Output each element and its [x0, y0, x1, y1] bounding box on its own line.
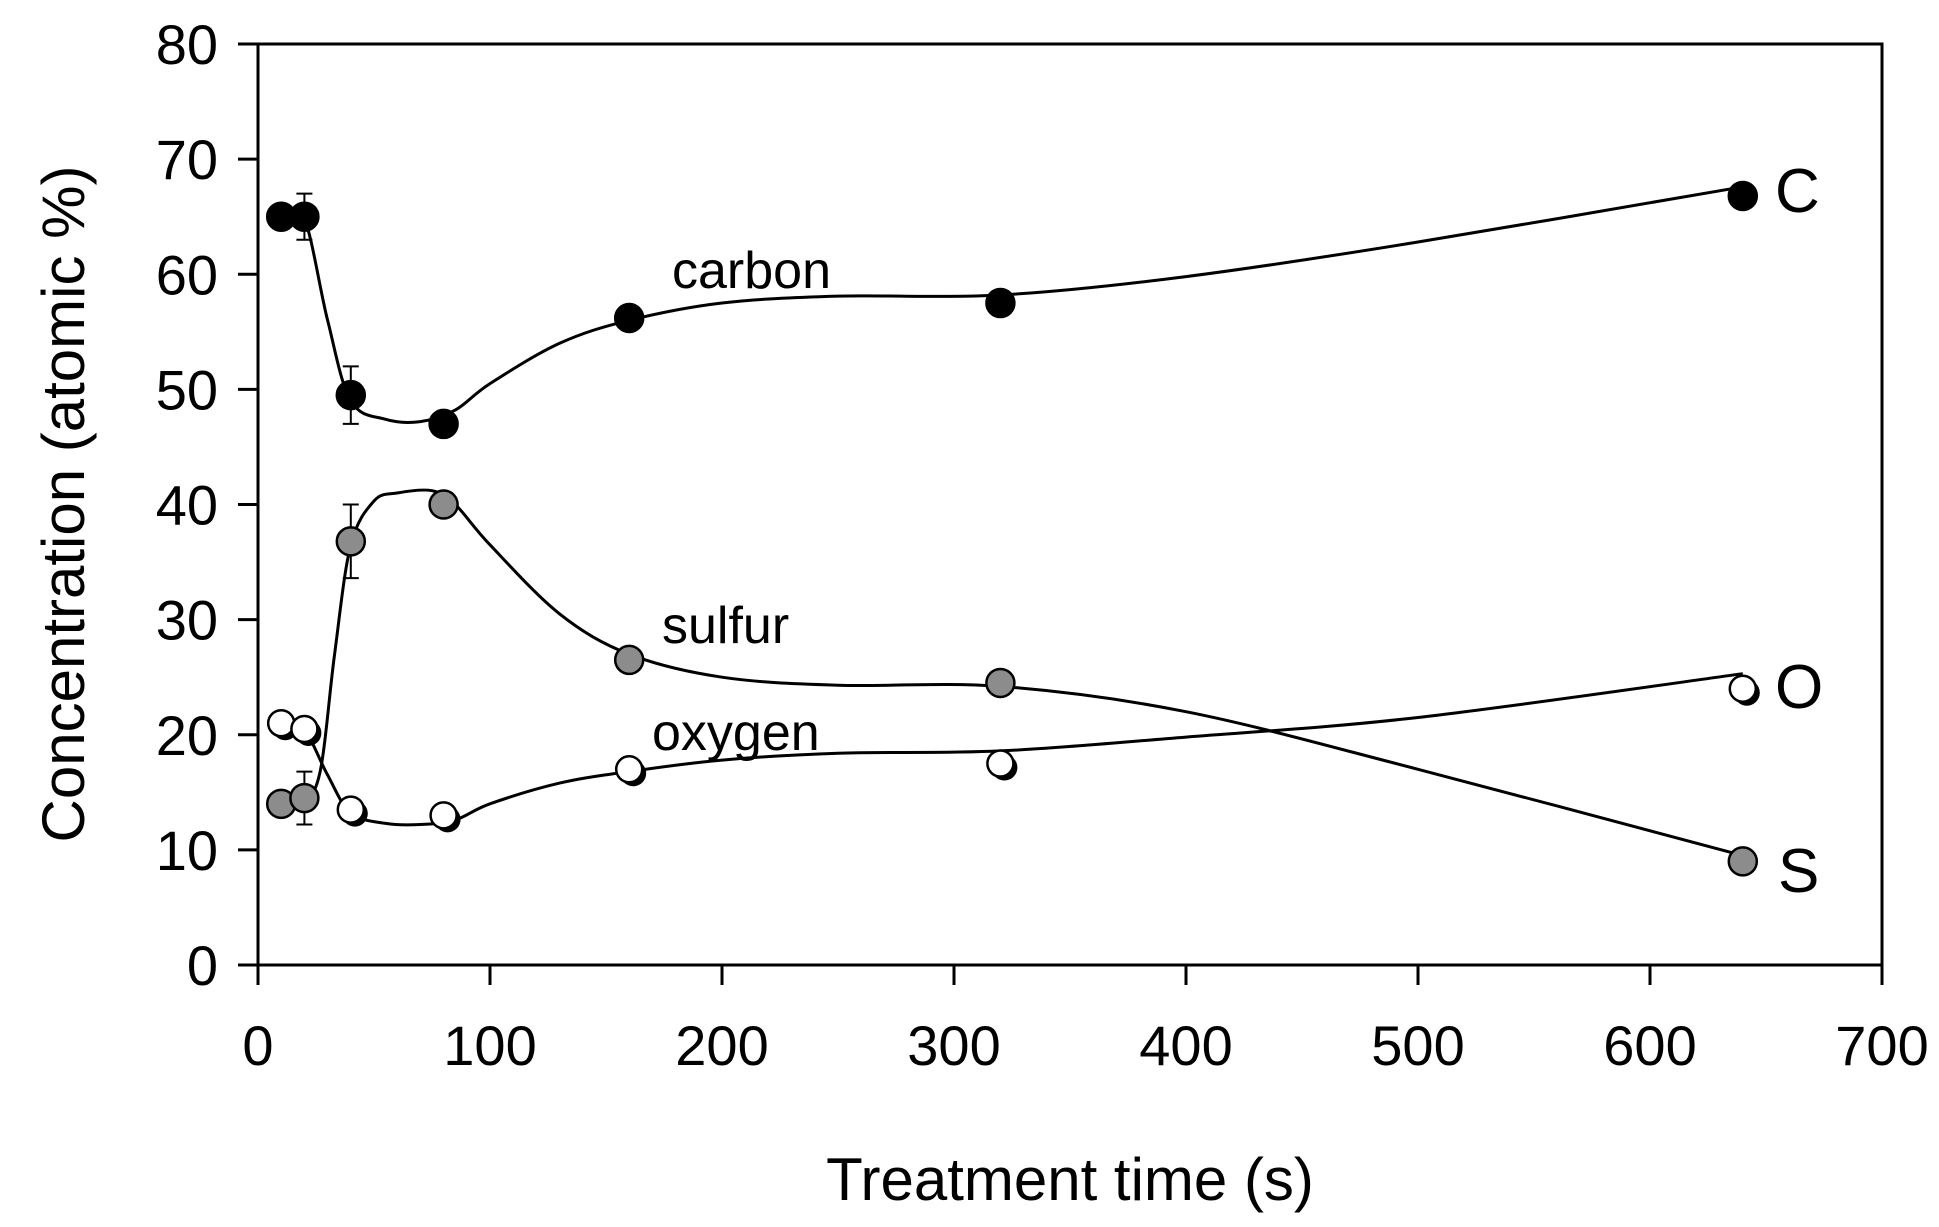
sulfur-end-label: S: [1778, 837, 1819, 906]
x-tick-label: 100: [443, 1014, 536, 1077]
sulfur-point: [1727, 846, 1759, 877]
oxygen-point: [614, 755, 644, 784]
y-tick-label: 0: [187, 934, 218, 997]
sulfur-point: [428, 489, 459, 520]
sulfur-point: [289, 782, 320, 814]
oxygen-point: [1728, 674, 1758, 703]
carbon-point: [985, 287, 1016, 319]
oxygen-point: [336, 795, 366, 824]
carbon-point: [335, 379, 367, 411]
x-tick-label: 200: [675, 1014, 768, 1077]
y-tick-label: 10: [156, 819, 218, 882]
x-tick-label: 300: [907, 1014, 1000, 1077]
y-tick-label: 80: [156, 13, 218, 76]
x-axis-ticks: 0 100 200 300 400 500 600 700: [242, 965, 1929, 1077]
carbon-point: [613, 302, 645, 334]
data-points: [265, 180, 1760, 877]
y-axis-title: Concentration (atomic %): [30, 166, 97, 843]
y-tick-label: 50: [156, 358, 218, 421]
oxygen-end-label: O: [1775, 653, 1823, 722]
sulfur-fit-curve: [281, 488, 1744, 858]
oxygen-point: [266, 708, 296, 738]
x-tick-label: 500: [1371, 1014, 1464, 1077]
x-tick-label: 0: [242, 1014, 273, 1077]
x-tick-label: 700: [1835, 1014, 1928, 1077]
y-tick-label: 70: [156, 128, 218, 191]
x-axis-title: Treatment time (s): [826, 1146, 1314, 1213]
oxygen-point: [429, 801, 458, 830]
oxygen-fit-curve: [280, 672, 1744, 827]
y-tick-label: 60: [156, 243, 218, 306]
carbon-curve-label: carbon: [672, 242, 831, 300]
oxygen-point: [290, 714, 319, 744]
sulfur-curve-label: sulfur: [662, 597, 789, 655]
carbon-point: [1727, 180, 1759, 212]
carbon-end-label: C: [1775, 157, 1820, 226]
oxygen-point: [986, 749, 1015, 778]
carbon-point: [428, 408, 459, 440]
x-tick-label: 400: [1139, 1014, 1232, 1077]
y-tick-label: 40: [156, 474, 218, 537]
oxygen-curve-label: oxygen: [652, 704, 820, 762]
sulfur-point: [613, 644, 645, 676]
carbon-point: [289, 201, 320, 232]
sulfur-point: [335, 526, 367, 557]
y-tick-label: 20: [156, 704, 218, 767]
sulfur-point: [985, 667, 1016, 699]
x-tick-label: 600: [1603, 1014, 1696, 1077]
y-tick-label: 30: [156, 589, 218, 652]
y-axis-ticks: 0 10 20 30 40 50 60 70 80: [156, 13, 258, 997]
